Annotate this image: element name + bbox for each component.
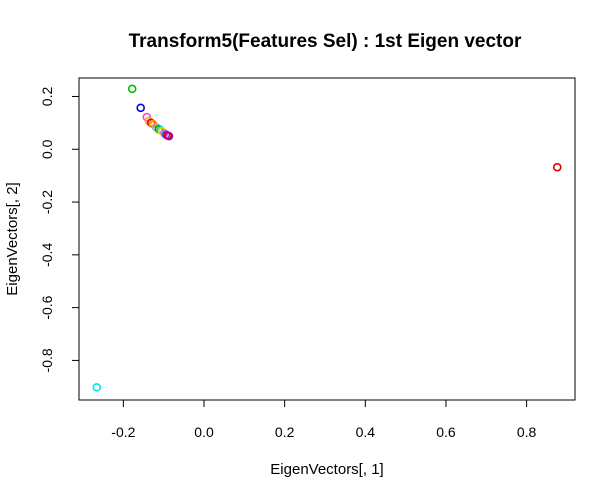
data-points	[92, 84, 562, 392]
y-tick-label: -0.8	[39, 348, 55, 372]
data-point	[92, 383, 102, 392]
x-tick-label: 0.6	[436, 424, 456, 440]
y-tick-label: -0.2	[39, 190, 55, 214]
x-axis: -0.2 0.0 0.2 0.4 0.6 0.8	[111, 399, 537, 440]
data-point	[552, 162, 562, 172]
y-tick-label: -0.6	[39, 295, 55, 319]
x-tick-label: 0.2	[275, 424, 295, 440]
x-tick-label: 0.0	[194, 424, 214, 440]
data-point	[136, 103, 145, 113]
chart-title: Transform5(Features Sel) : 1st Eigen vec…	[129, 31, 522, 52]
x-tick-label: 0.8	[517, 424, 537, 440]
y-tick-label: -0.4	[39, 243, 55, 267]
data-point	[164, 131, 174, 141]
y-axis: -0.8 -0.6 -0.4 -0.2 0.0 0.2	[39, 87, 80, 372]
x-tick-label: 0.4	[356, 424, 376, 440]
data-point	[127, 84, 137, 94]
y-axis-label: EigenVectors[, 2]	[4, 182, 21, 295]
x-tick-label: -0.2	[111, 424, 135, 440]
x-axis-label: EigenVectors[, 1]	[270, 461, 383, 478]
y-tick-label: 0.2	[39, 87, 55, 107]
y-tick-label: 0.0	[39, 139, 55, 159]
